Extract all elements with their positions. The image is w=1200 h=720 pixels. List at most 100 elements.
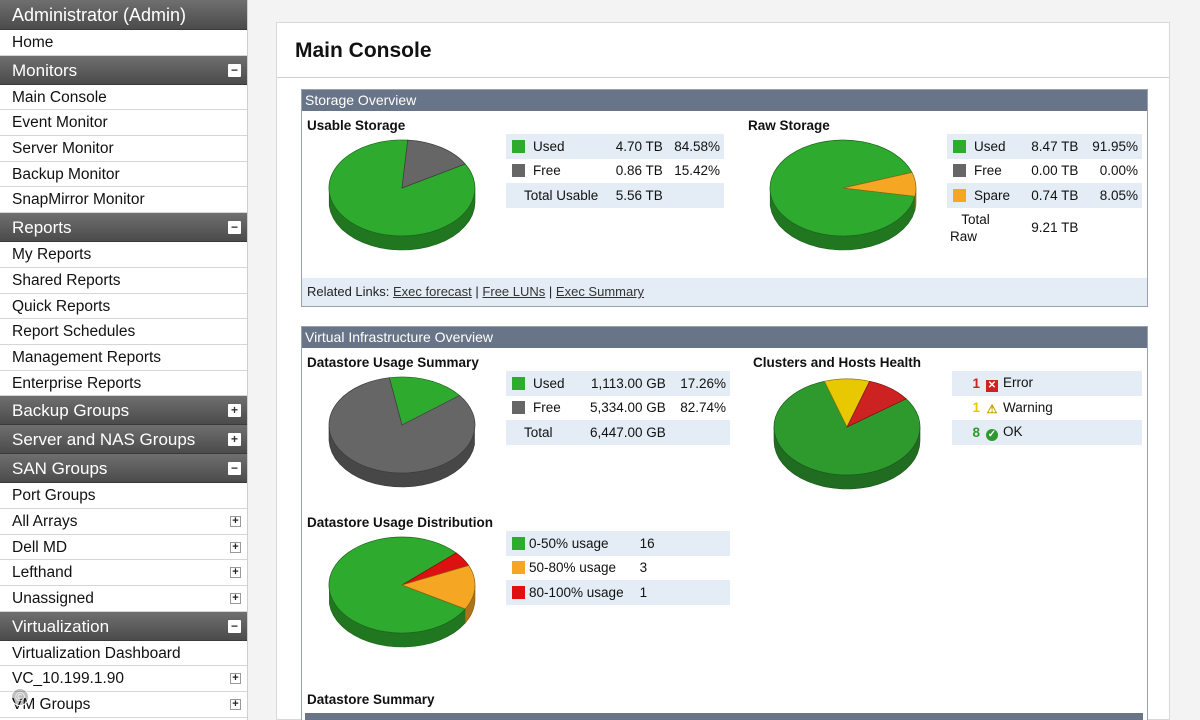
storage-overview-header: Storage Overview — [302, 90, 1147, 111]
sidebar-item-event-monitor[interactable]: Event Monitor — [0, 110, 247, 137]
legend-row: 80-100% usage 1 — [506, 580, 730, 605]
legend-pct: 17.26% — [669, 371, 730, 396]
sidebar-item-home[interactable]: Home — [0, 30, 247, 56]
pie-slice-used — [388, 376, 461, 426]
sidebar-item-label: Lefthand — [12, 564, 73, 582]
collapse-icon[interactable]: − — [228, 221, 241, 235]
health-row-ok[interactable]: 8 ✓ OK — [952, 420, 1142, 445]
sidebar-item-snapmirror-monitor[interactable]: SnapMirror Monitor — [0, 187, 247, 214]
health-label-text: Warning — [1003, 400, 1053, 416]
sidebar-item-dell-md[interactable]: Dell MD + — [0, 534, 247, 561]
expand-icon[interactable]: + — [230, 673, 241, 685]
legend-pct: 0.00% — [1082, 158, 1142, 183]
health-row-warning[interactable]: 1 ⚠ Warning — [952, 395, 1142, 420]
sidebar-item-port-groups[interactable]: Port Groups — [0, 483, 247, 509]
legend-value: 4.70 TB — [608, 134, 667, 159]
legend-label-text: Free — [533, 163, 561, 179]
expand-icon[interactable]: + — [230, 567, 241, 579]
sidebar-item-label: VC_10.199.1.90 — [12, 670, 125, 688]
error-count: 1 — [972, 375, 980, 391]
exec-summary-link[interactable]: Exec Summary — [555, 284, 645, 299]
collapse-icon[interactable]: − — [228, 462, 241, 476]
datastore-distribution-pie-chart — [328, 536, 476, 648]
pie-slice-50-80 — [400, 565, 476, 610]
legend-pct: 8.05% — [1082, 183, 1142, 208]
link-separator: | — [548, 284, 553, 299]
legend-label: Used — [947, 134, 1022, 159]
datastore-usage-legend: Used 1,113.00 GB 17.26% Free 5,334.00 GB… — [506, 371, 730, 445]
legend-total-value: 9.21 TB — [1021, 207, 1083, 248]
datastore-distribution-legend: 0-50% usage 16 50-80% usage 3 80-100% us… — [506, 531, 730, 605]
legend-total-value: 5.56 TB — [608, 183, 667, 208]
section-san-groups[interactable]: SAN Groups − — [0, 454, 247, 484]
legend-row: 0-50% usage 16 — [506, 531, 730, 556]
section-server-nas-groups[interactable]: Server and NAS Groups + — [0, 425, 247, 455]
collapse-icon[interactable]: − — [228, 63, 241, 77]
legend-pct: 91.95% — [1082, 134, 1142, 159]
legend-empty — [666, 183, 724, 208]
legend-total-label-1: Total — [961, 211, 990, 227]
free-luns-link[interactable]: Free LUNs — [482, 284, 546, 299]
exec-forecast-link[interactable]: Exec forecast — [393, 284, 472, 299]
legend-total-label: Total — [506, 420, 576, 445]
expand-icon[interactable]: + — [230, 593, 241, 604]
sidebar-item-label: Unassigned — [12, 590, 94, 607]
datastore-usage-pie-chart — [328, 376, 476, 488]
sidebar-item-shared-reports[interactable]: Shared Reports — [0, 267, 247, 294]
legend-row: Used 4.70 TB 84.58% — [506, 134, 724, 159]
raw-storage-title: Raw Storage — [748, 118, 830, 133]
sidebar-item-management-reports[interactable]: Management Reports — [0, 344, 247, 371]
swatch-free — [512, 401, 525, 415]
swatch-used — [953, 139, 966, 153]
sidebar-item-all-arrays[interactable]: All Arrays + — [0, 508, 247, 535]
sidebar-item-vm-groups[interactable]: VM Groups + — [0, 692, 247, 718]
sidebar-item-my-reports[interactable]: My Reports — [0, 242, 247, 268]
legend-label: Used — [506, 371, 576, 396]
usable-pie-group — [328, 139, 476, 251]
distribution-pie-group — [328, 536, 476, 648]
raw-pie-group — [769, 139, 917, 251]
clusters-pie-group — [773, 378, 921, 490]
expand-icon[interactable]: + — [230, 515, 241, 527]
swatch-spare — [953, 188, 966, 202]
clusters-health-pie-chart — [773, 378, 921, 490]
legend-value: 1,113.00 GB — [575, 371, 670, 396]
collapse-icon[interactable]: − — [228, 619, 241, 633]
sidebar-item-unassigned[interactable]: Unassigned + — [0, 586, 247, 612]
section-server-nas-groups-label: Server and NAS Groups — [12, 430, 196, 450]
sidebar-item-report-schedules[interactable]: Report Schedules — [0, 319, 247, 345]
sidebar-item-server-monitor[interactable]: Server Monitor — [0, 136, 247, 162]
sidebar-item-quick-reports[interactable]: Quick Reports — [0, 293, 247, 320]
clusters-health-legend: 1 ✕ Error 1 ⚠ Warning 8 ✓ OK — [952, 371, 1142, 445]
warning-count: 1 — [972, 400, 980, 416]
expand-icon[interactable]: + — [230, 699, 241, 711]
section-virtualization[interactable]: Virtualization − — [0, 611, 247, 641]
section-monitors[interactable]: Monitors − — [0, 55, 247, 85]
legend-pct: 82.74% — [669, 395, 730, 420]
expand-icon[interactable]: + — [228, 433, 241, 447]
legend-label: Free — [947, 158, 1022, 183]
legend-label-text: Used — [974, 138, 1006, 154]
sidebar-item-backup-monitor[interactable]: Backup Monitor — [0, 161, 247, 188]
legend-label: Free — [506, 158, 609, 183]
pie-slice-0-50 — [328, 536, 466, 634]
legend-value: 0.00 TB — [1021, 158, 1083, 183]
sidebar-item-vc[interactable]: VC_10.199.1.90 + — [0, 666, 247, 693]
sidebar-item-main-console[interactable]: Main Console — [0, 84, 247, 111]
section-virtualization-label: Virtualization — [12, 616, 110, 636]
section-reports[interactable]: Reports − — [0, 213, 247, 243]
legend-label-text: Spare — [974, 187, 1011, 203]
health-row-error[interactable]: 1 ✕ Error — [952, 371, 1142, 396]
sidebar-item-lefthand[interactable]: Lefthand + — [0, 560, 247, 586]
expand-icon[interactable]: + — [230, 541, 241, 553]
virtual-infrastructure-panel: Virtual Infrastructure Overview Datastor… — [301, 326, 1148, 720]
sidebar-item-enterprise-reports[interactable]: Enterprise Reports — [0, 370, 247, 397]
legend-label-text: Free — [533, 400, 561, 416]
expand-icon[interactable]: + — [228, 404, 241, 418]
legend-label: Used — [506, 134, 609, 159]
sidebar-item-virtualization-dashboard[interactable]: Virtualization Dashboard — [0, 640, 247, 667]
main-console: Main Console Storage Overview Usable Sto… — [276, 22, 1170, 720]
section-backup-groups[interactable]: Backup Groups + — [0, 396, 247, 426]
pie-slice-spare — [842, 171, 917, 197]
raw-storage-legend: Used 8.47 TB 91.95% Free 0.00 TB 0.00% S… — [947, 134, 1142, 248]
